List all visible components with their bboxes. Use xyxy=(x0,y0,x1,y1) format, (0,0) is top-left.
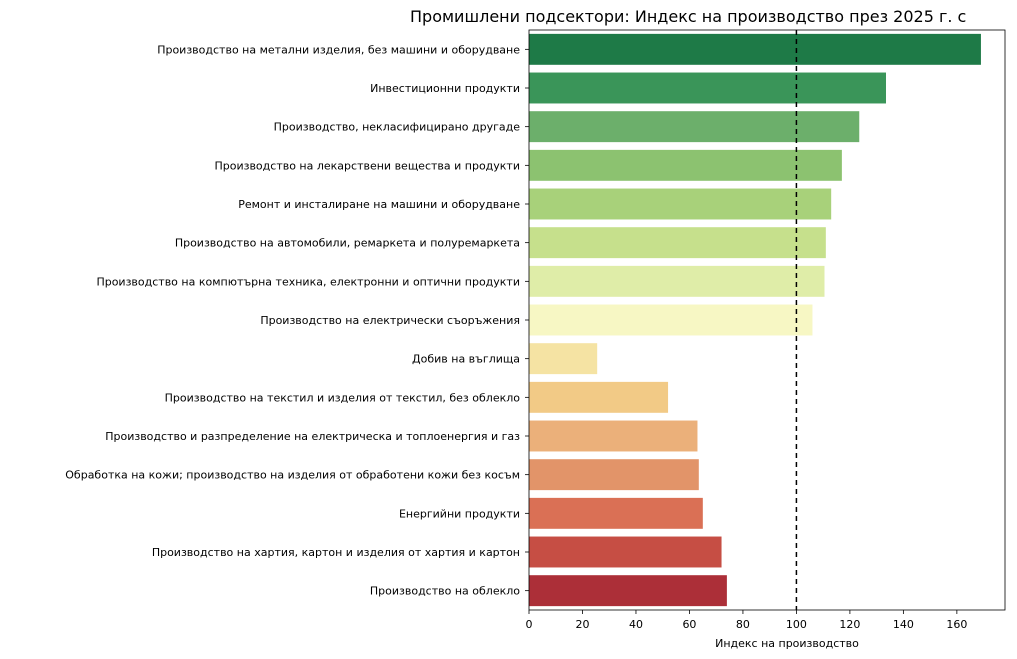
bar xyxy=(529,381,669,413)
bar xyxy=(529,497,703,529)
x-tick-label: 60 xyxy=(682,618,696,631)
bar xyxy=(529,33,981,65)
bars-group xyxy=(529,33,981,607)
category-label: Производство на облекло xyxy=(370,585,520,598)
category-label: Производство на електрически съоръжения xyxy=(260,314,520,327)
x-tick-label: 20 xyxy=(575,618,589,631)
plot-frame xyxy=(528,29,1006,611)
bar xyxy=(529,536,722,568)
x-axis-label: Индекс на производство xyxy=(715,637,859,650)
x-tick-label: 160 xyxy=(946,618,967,631)
bar xyxy=(529,227,826,259)
x-tick-label: 80 xyxy=(736,618,750,631)
x-tick-label: 140 xyxy=(893,618,914,631)
category-label: Инвестиционни продукти xyxy=(370,82,520,95)
bar xyxy=(529,304,813,336)
axes-frame xyxy=(528,29,1006,611)
bar xyxy=(529,459,699,491)
category-label: Енергийни продукти xyxy=(399,507,520,520)
bar xyxy=(529,188,832,220)
category-label: Производство на хартия, картон и изделия… xyxy=(152,546,520,559)
category-label: Производство на автомобили, ремаркета и … xyxy=(175,237,520,250)
category-label: Добив на въглища xyxy=(412,353,520,366)
x-tick-label: 100 xyxy=(786,618,807,631)
bar xyxy=(529,575,727,607)
bar xyxy=(529,72,886,104)
category-label: Производство, некласифицирано другаде xyxy=(274,121,521,134)
chart-title: Промишлени подсектори: Индекс на произво… xyxy=(410,7,966,26)
category-label: Ремонт и инсталиране на машини и оборудв… xyxy=(238,198,520,211)
category-label: Обработка на кожи; производство на издел… xyxy=(65,469,520,482)
x-tick-label: 40 xyxy=(629,618,643,631)
bar xyxy=(529,343,598,375)
x-tick-label: 120 xyxy=(839,618,860,631)
category-label: Производство на компютърна техника, елек… xyxy=(96,275,520,288)
bar xyxy=(529,420,698,452)
x-axis-ticks: 0 20 40 60 80 100 120 140 160 xyxy=(526,610,967,631)
category-labels: Производство на метални изделия, без маш… xyxy=(65,43,529,598)
category-label: Производство на метални изделия, без маш… xyxy=(157,43,520,56)
bar xyxy=(529,111,860,143)
x-tick-label: 0 xyxy=(526,618,533,631)
category-label: Производство и разпределение на електрич… xyxy=(105,430,520,443)
bar xyxy=(529,149,842,181)
bar xyxy=(529,265,825,297)
category-label: Производство на текстил и изделия от тек… xyxy=(165,391,521,404)
category-label: Производство на лекарствени вещества и п… xyxy=(214,159,520,172)
